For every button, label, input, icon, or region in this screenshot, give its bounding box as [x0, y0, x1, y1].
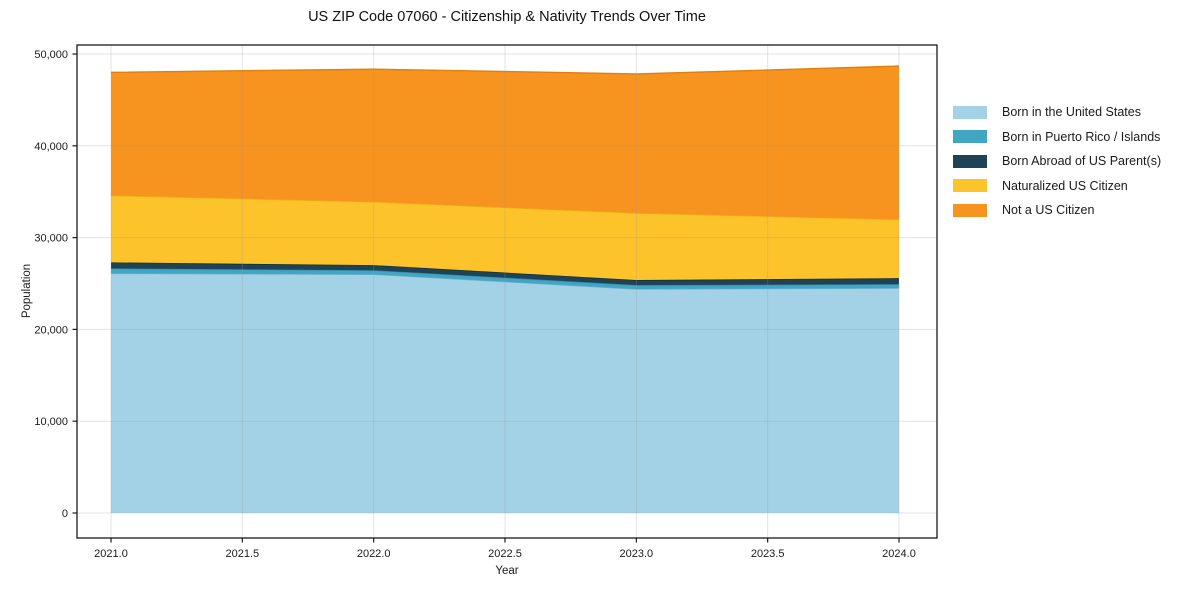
- plot-border: [76, 44, 938, 539]
- stacked-areas: [110, 65, 900, 513]
- x-axis-label: Year: [495, 565, 519, 577]
- x-tick-label: 2022.0: [357, 548, 391, 560]
- legend-swatch-icon: [953, 203, 987, 217]
- tick-labels: 2021.0 2021.5 2022.0 2022.5 2023.0 2023.5 2024…: [34, 49, 915, 560]
- legend-item-0: Born in the United States: [953, 100, 1161, 125]
- tick-marks: [72, 53, 900, 543]
- legend-item-1: Born in Puerto Rico / Islands: [953, 125, 1161, 150]
- area-series-4: [111, 66, 899, 220]
- y-tick-label: 50,000: [34, 49, 68, 61]
- area-series-0: [111, 273, 899, 513]
- legend-label: Born in the United States: [1002, 105, 1141, 120]
- area-series-3: [111, 195, 899, 281]
- y-tick-label: 10,000: [34, 416, 68, 428]
- y-tick-label: 0: [62, 508, 68, 520]
- legend-label: Not a US Citizen: [1002, 203, 1095, 218]
- area-edge-3: [110, 194, 900, 221]
- x-tick-label: 2024.0: [882, 548, 916, 560]
- legend-swatch-icon: [953, 154, 987, 168]
- y-axis-label: Population: [21, 263, 33, 319]
- legend-swatch-icon: [953, 179, 987, 193]
- x-tick-label: 2021.5: [226, 548, 260, 560]
- legend-label: Born in Puerto Rico / Islands: [1002, 129, 1161, 144]
- area-series-2: [111, 262, 899, 286]
- legend-item-4: Not a US Citizen: [953, 198, 1161, 223]
- legend-item-2: Born Abroad of US Parent(s): [953, 149, 1161, 174]
- y-tick-label: 20,000: [34, 324, 68, 336]
- x-tick-label: 2023.0: [620, 548, 654, 560]
- legend-swatch-icon: [953, 105, 987, 119]
- grid-lines: [77, 45, 937, 538]
- chart-title: US ZIP Code 07060 - Citizenship & Nativi…: [308, 9, 706, 25]
- y-tick-label: 30,000: [34, 233, 68, 245]
- x-tick-label: 2023.5: [751, 548, 785, 560]
- legend-swatch-icon: [953, 130, 987, 144]
- area-series-1: [111, 268, 899, 290]
- x-tick-label: 2021.0: [94, 548, 128, 560]
- legend-label: Naturalized US Citizen: [1002, 178, 1128, 193]
- y-tick-label: 40,000: [34, 141, 68, 153]
- legend: Born in the United States Born in Puerto …: [953, 100, 1161, 223]
- x-tick-label: 2022.5: [488, 548, 522, 560]
- area-edge-4: [110, 65, 900, 75]
- legend-label: Born Abroad of US Parent(s): [1002, 154, 1162, 169]
- legend-item-3: Naturalized US Citizen: [953, 174, 1161, 199]
